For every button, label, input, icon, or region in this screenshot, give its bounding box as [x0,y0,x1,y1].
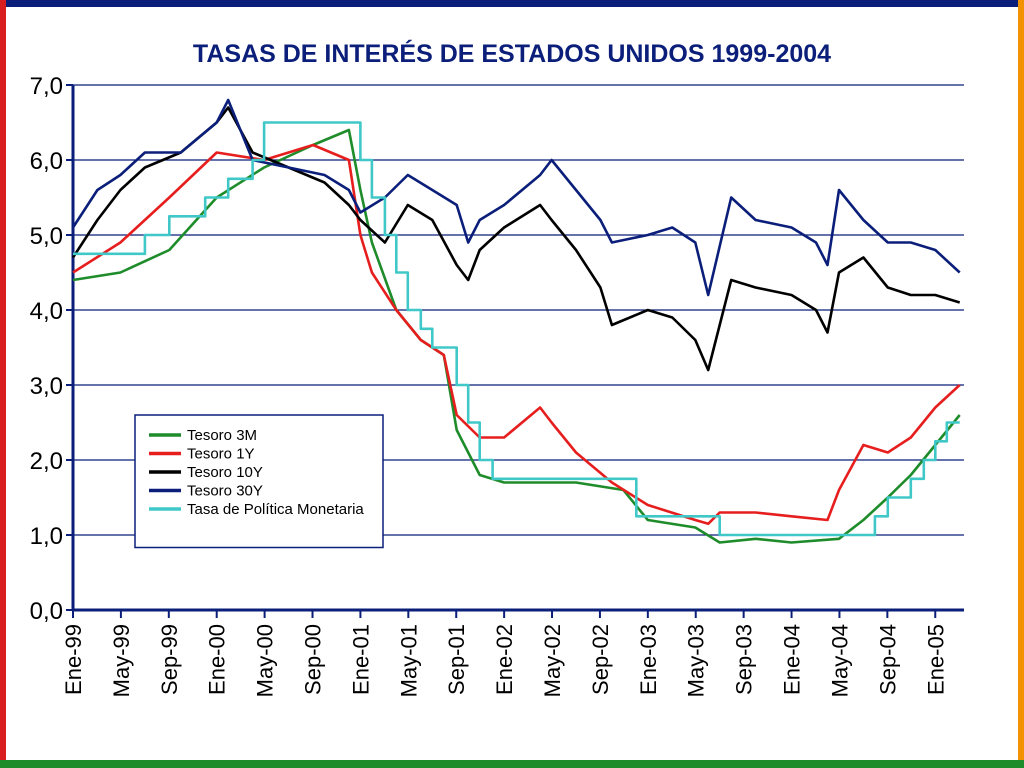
y-tick-label: 5,0 [30,223,63,250]
legend-label: Tesoro 1Y [187,446,255,463]
legend-label: Tesoro 30Y [187,483,263,500]
x-tick-label: Sep-00 [301,624,326,695]
frame-bottom-border [0,760,1024,768]
x-tick-label: Ene-05 [923,624,948,695]
y-tick-label: 2,0 [30,448,63,475]
frame-top-border [0,0,1024,7]
x-tick-label: Sep-99 [157,624,182,695]
y-tick-label: 4,0 [30,298,63,325]
x-tick-label: Ene-04 [780,624,805,695]
x-tick-label: Sep-01 [444,624,469,695]
frame-right-border [1018,0,1024,768]
y-tick-label: 7,0 [30,73,63,100]
x-tick-label: Ene-00 [205,624,230,695]
legend-label: Tesoro 3M [187,427,257,444]
x-tick-label: Ene-01 [348,624,373,695]
legend-label: Tasa de Política Monetaria [187,501,364,518]
legend-label: Tesoro 10Y [187,464,263,481]
y-tick-label: 1,0 [30,523,63,550]
y-tick-label: 0,0 [30,598,63,625]
frame-left-border [0,0,6,768]
series-line [71,98,961,297]
y-tick-label: 3,0 [30,373,63,400]
x-tick-label: May-04 [827,624,852,697]
x-tick-label: May-03 [684,624,709,697]
x-tick-label: Sep-02 [588,624,613,695]
series-line [73,121,960,537]
series-line [72,143,961,526]
x-tick-label: Ene-99 [61,624,86,695]
x-tick-labels: Ene-99 May-99 Sep-99 Ene-00 May-00 Sep-00 Ene-… [61,624,948,697]
axes [66,84,964,618]
y-tick-label: 6,0 [30,148,63,175]
series-line [71,106,961,372]
legend-box [134,414,384,549]
x-tick-label: Sep-03 [732,624,757,695]
series-lines [71,98,961,544]
x-tick-label: Sep-04 [875,624,900,695]
y-tick-labels: 0,0 1,0 2,0 3,0 4,0 5,0 6,0 7,0 [30,73,63,625]
x-tick-label: Ene-03 [636,624,661,695]
x-tick-label: May-01 [396,624,421,697]
x-tick-label: May-99 [109,624,134,697]
chart-title: TASAS DE INTERÉS DE ESTADOS UNIDOS 1999-… [193,39,831,68]
x-tick-label: May-00 [253,624,278,697]
x-tick-label: Ene-02 [492,624,517,695]
x-tick-label: May-02 [540,624,565,697]
